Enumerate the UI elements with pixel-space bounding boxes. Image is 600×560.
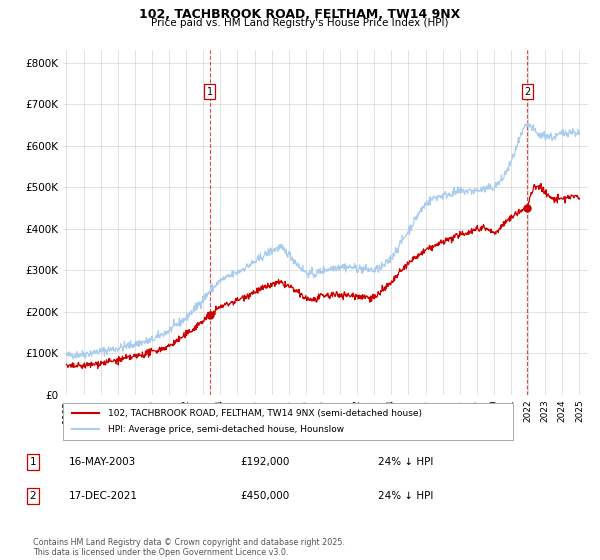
Text: 16-MAY-2003: 16-MAY-2003	[69, 457, 136, 467]
Text: 24% ↓ HPI: 24% ↓ HPI	[378, 491, 433, 501]
Text: 2: 2	[29, 491, 37, 501]
Text: 102, TACHBROOK ROAD, FELTHAM, TW14 9NX (semi-detached house): 102, TACHBROOK ROAD, FELTHAM, TW14 9NX (…	[108, 409, 422, 418]
Text: £450,000: £450,000	[240, 491, 289, 501]
Text: HPI: Average price, semi-detached house, Hounslow: HPI: Average price, semi-detached house,…	[108, 425, 344, 434]
Text: Price paid vs. HM Land Registry's House Price Index (HPI): Price paid vs. HM Land Registry's House …	[151, 18, 449, 29]
Text: 2: 2	[524, 87, 530, 97]
Text: 24% ↓ HPI: 24% ↓ HPI	[378, 457, 433, 467]
Text: 102, TACHBROOK ROAD, FELTHAM, TW14 9NX: 102, TACHBROOK ROAD, FELTHAM, TW14 9NX	[139, 8, 461, 21]
Text: £192,000: £192,000	[240, 457, 289, 467]
Text: 17-DEC-2021: 17-DEC-2021	[69, 491, 138, 501]
Text: 1: 1	[29, 457, 37, 467]
Text: 1: 1	[206, 87, 212, 97]
Text: Contains HM Land Registry data © Crown copyright and database right 2025.
This d: Contains HM Land Registry data © Crown c…	[33, 538, 345, 557]
